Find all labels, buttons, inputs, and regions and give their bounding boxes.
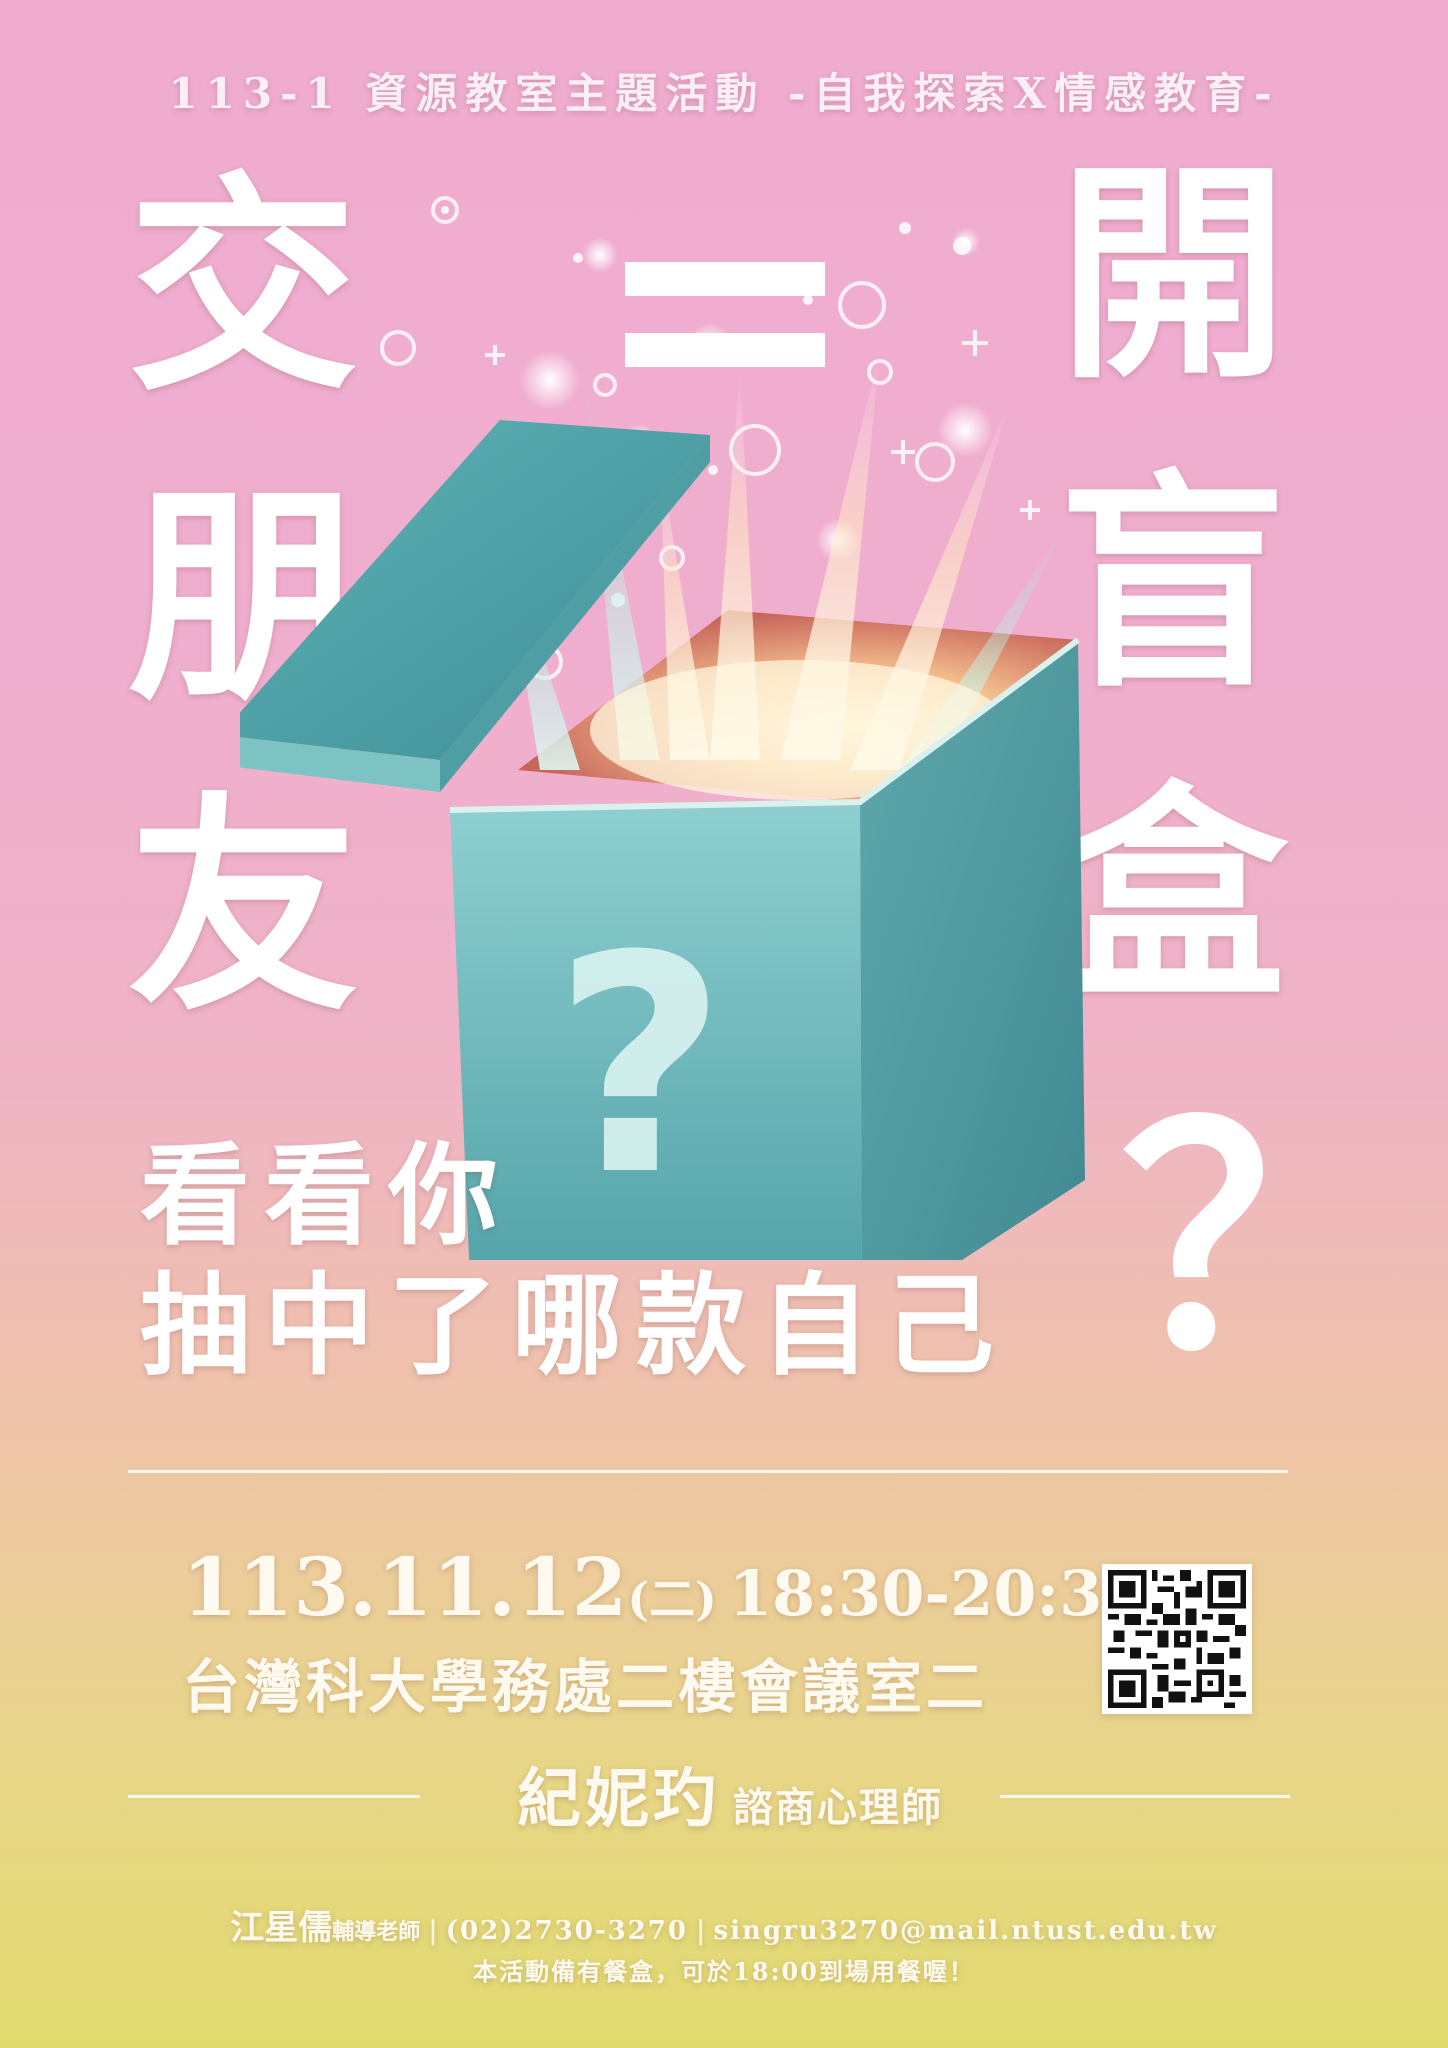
event-date: 113.11.12 bbox=[182, 1540, 628, 1634]
headline-left-char: 交 bbox=[128, 152, 359, 422]
equals-bar bbox=[625, 333, 825, 367]
divider-line bbox=[128, 1470, 1288, 1473]
event-venue: 台灣科大學務處二樓會議室二 bbox=[182, 1653, 989, 1721]
qr-code[interactable] bbox=[1102, 1564, 1252, 1714]
contact-name: 江星儒 bbox=[230, 1908, 333, 1948]
equals-bar bbox=[625, 262, 825, 296]
separator: | bbox=[428, 1916, 438, 1946]
tagline-line2: 抽中了哪款自己 bbox=[140, 1261, 1008, 1390]
mystery-box-illustration: ? bbox=[240, 350, 1085, 1260]
event-weekday: (二) bbox=[627, 1572, 717, 1626]
event-datetime: 113.11.12(二) 18:30-20:30 bbox=[182, 1540, 1146, 1634]
headline-left-char: 友 bbox=[128, 772, 359, 1042]
qr-code-icon bbox=[1108, 1570, 1246, 1708]
headline-right: 開 盲 盒 bbox=[1058, 120, 1288, 1050]
headline-right-char: 開 bbox=[1058, 140, 1289, 410]
divider-line bbox=[1000, 1795, 1290, 1798]
headline-left: 交 朋 友 bbox=[128, 132, 358, 1062]
headline-right-char: 盒 bbox=[1058, 760, 1289, 1030]
speaker-name: 紀妮玓 bbox=[517, 1762, 721, 1837]
separator: | bbox=[696, 1916, 706, 1946]
contact-phone[interactable]: (02)2730-3270 bbox=[445, 1916, 688, 1946]
divider-line bbox=[128, 1795, 420, 1798]
event-subtitle: 113-1 資源教室主題活動 -自我探索X情感教育- bbox=[168, 69, 1280, 118]
speaker-title: 諮商心理師 bbox=[733, 1784, 943, 1831]
equals-sign bbox=[625, 262, 825, 367]
meal-note: 本活動備有餐盒，可於18:00到場用餐喔！ bbox=[473, 1957, 975, 1986]
question-mark-icon: ? bbox=[553, 892, 727, 1241]
contact-email[interactable]: singru3270@mail.ntust.edu.tw bbox=[713, 1916, 1218, 1946]
event-time: 18:30-20:30 bbox=[728, 1557, 1146, 1630]
headline-right-char: 盲 bbox=[1058, 450, 1289, 720]
large-question-mark: ？ bbox=[1120, 1063, 1420, 1416]
tagline-line1: 看看你 bbox=[140, 1131, 512, 1260]
contact-info: 江星儒輔導老師 | (02)2730-3270 | singru3270@mail.nt… bbox=[0, 1900, 1448, 1949]
speaker: 紀妮玓 諮商心理師 bbox=[480, 1748, 980, 1840]
contact-role: 輔導老師 bbox=[332, 1919, 421, 1945]
